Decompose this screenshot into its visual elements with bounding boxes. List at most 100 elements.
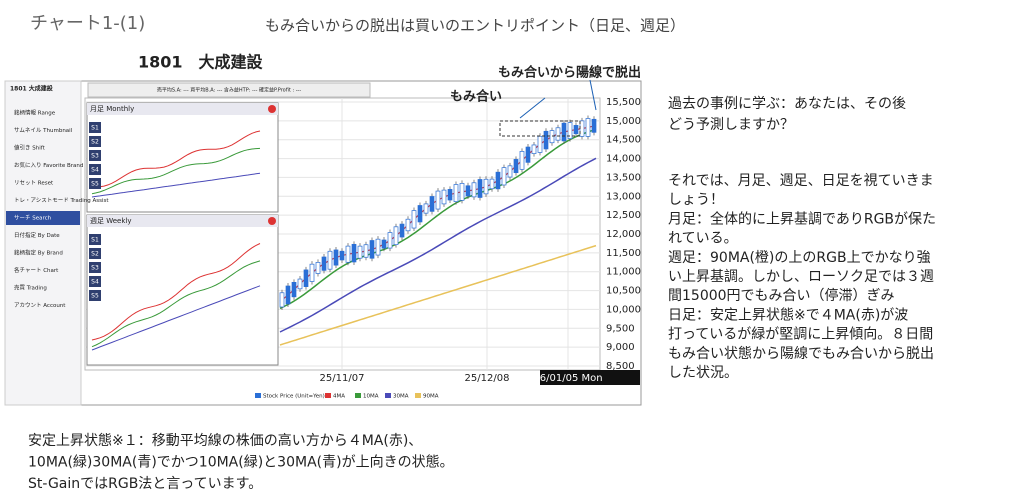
- x-tick-label: 25/11/07: [320, 373, 365, 384]
- candle: [405, 218, 411, 232]
- signal-button[interactable]: [89, 248, 101, 259]
- candle: [357, 245, 363, 259]
- inset-line: [91, 147, 261, 195]
- footnote-line: 10MA(緑)30MA(青)でかつ10MA(緑)と30MA(青)が上向きの状態。: [28, 455, 454, 471]
- commentary-line: 週足：90MA(橙)の上のRGB上でかなり強: [668, 250, 931, 266]
- candle: [297, 278, 303, 290]
- candle: [471, 182, 477, 198]
- candle: [417, 205, 423, 223]
- question-line: 過去の事例に学ぶ：あなたは、その後: [668, 96, 906, 112]
- signal-button[interactable]: [89, 234, 101, 245]
- y-tick-label: 15,500: [606, 97, 641, 108]
- candle: [339, 250, 345, 261]
- legend-label: 90MA: [423, 394, 439, 400]
- y-tick-label: 15,000: [606, 116, 641, 127]
- inset-line: [91, 172, 261, 198]
- legend-label: 30MA: [393, 394, 409, 400]
- sidebar-item[interactable]: アカウント Account: [14, 301, 66, 309]
- y-tick-label: 10,500: [606, 286, 641, 297]
- signal-button[interactable]: [89, 290, 101, 301]
- sidebar-item[interactable]: 銘柄情報 Range: [14, 109, 56, 117]
- signal-label: S4: [91, 167, 99, 174]
- legend-swatch: [385, 393, 391, 398]
- signal-label: S2: [91, 139, 99, 146]
- signal-label: S5: [91, 181, 99, 188]
- candle: [543, 130, 549, 150]
- candle: [315, 262, 321, 274]
- slide-title: チャート1-(1): [30, 13, 145, 34]
- sidebar-item[interactable]: 値引き Shift: [14, 144, 46, 152]
- inset-line: [91, 260, 261, 348]
- inset-line: [91, 243, 261, 341]
- sidebar-item[interactable]: トレ・アシストモード Trading Assist: [14, 197, 109, 204]
- candle: [585, 118, 591, 137]
- signal-label: S3: [91, 265, 99, 272]
- legend-label: 4MA: [333, 394, 345, 400]
- signal-button[interactable]: [89, 164, 101, 175]
- candle: [459, 183, 465, 201]
- inset-header: [87, 103, 278, 115]
- y-tick-label: 12,500: [606, 210, 641, 221]
- ma90-line: [279, 244, 597, 346]
- sidebar-item[interactable]: 売買 Trading: [14, 284, 47, 292]
- x-tick-label: 25/12/08: [465, 373, 510, 384]
- signal-button[interactable]: [89, 150, 101, 161]
- y-tick-label: 13,500: [606, 172, 641, 183]
- candle: [435, 190, 441, 210]
- legend-swatch: [325, 393, 331, 398]
- candle: [561, 122, 567, 142]
- signal-label: S3: [91, 153, 99, 160]
- candle: [399, 223, 405, 238]
- y-tick-label: 14,000: [606, 154, 641, 165]
- y-tick-label: 9,000: [606, 342, 635, 353]
- candle: [501, 167, 507, 186]
- commentary-line: した状況。: [668, 365, 738, 381]
- candle: [513, 159, 519, 174]
- commentary-line: 打っているが緑が堅調に上昇傾向。８日間: [668, 326, 933, 343]
- candle: [447, 189, 453, 201]
- sidebar-active: [6, 211, 80, 225]
- slide-subtitle: もみ合いからの脱出は買いのエントリポイント（日足、週足）: [265, 17, 685, 35]
- sidebar-item[interactable]: サーチ Search: [14, 215, 52, 222]
- sidebar-item[interactable]: サムネイル Thumbnail: [14, 127, 73, 134]
- candle: [393, 226, 399, 246]
- sidebar-item[interactable]: 日付指定 By Date: [14, 231, 60, 239]
- candle: [579, 120, 585, 137]
- sidebar-item[interactable]: 銘柄指定 By Brand: [14, 249, 63, 257]
- commentary-line: 月足：全体的に上昇基調でありRGBが保た: [668, 210, 936, 227]
- candle: [549, 130, 555, 144]
- candle: [477, 179, 483, 198]
- close-button[interactable]: [268, 217, 276, 225]
- signal-button[interactable]: [89, 122, 101, 133]
- signal-label: S1: [91, 125, 99, 132]
- candle: [555, 127, 561, 141]
- inset-title: 週足 Weekly: [90, 216, 132, 225]
- candle: [441, 189, 447, 205]
- footnote-line: St-GainではRGB法と言っています。: [28, 476, 262, 492]
- sidebar-item[interactable]: 各チャート Chart: [14, 266, 59, 274]
- y-tick-label: 8,500: [606, 361, 635, 372]
- candle: [531, 144, 537, 154]
- sidebar-item[interactable]: お気に入り Favorite Brand: [14, 161, 83, 169]
- app-title: 1801 大成建設: [10, 85, 54, 93]
- candle: [483, 178, 489, 195]
- signal-button[interactable]: [89, 276, 101, 287]
- candle: [369, 240, 375, 259]
- signal-button[interactable]: [89, 178, 101, 189]
- signal-label: S2: [91, 251, 99, 258]
- signal-button[interactable]: [89, 136, 101, 147]
- y-tick-label: 14,500: [606, 135, 641, 146]
- candle: [525, 146, 531, 163]
- date-box: [540, 370, 640, 385]
- sidebar-item[interactable]: リセット Reset: [14, 180, 54, 187]
- close-button[interactable]: [268, 105, 276, 113]
- legend-swatch: [415, 393, 421, 398]
- range-note: もみ合い: [450, 89, 502, 105]
- candle: [507, 165, 513, 178]
- candle: [567, 122, 573, 139]
- candle: [387, 232, 393, 249]
- signal-button[interactable]: [89, 262, 101, 273]
- candle: [519, 151, 525, 170]
- candle: [411, 210, 417, 229]
